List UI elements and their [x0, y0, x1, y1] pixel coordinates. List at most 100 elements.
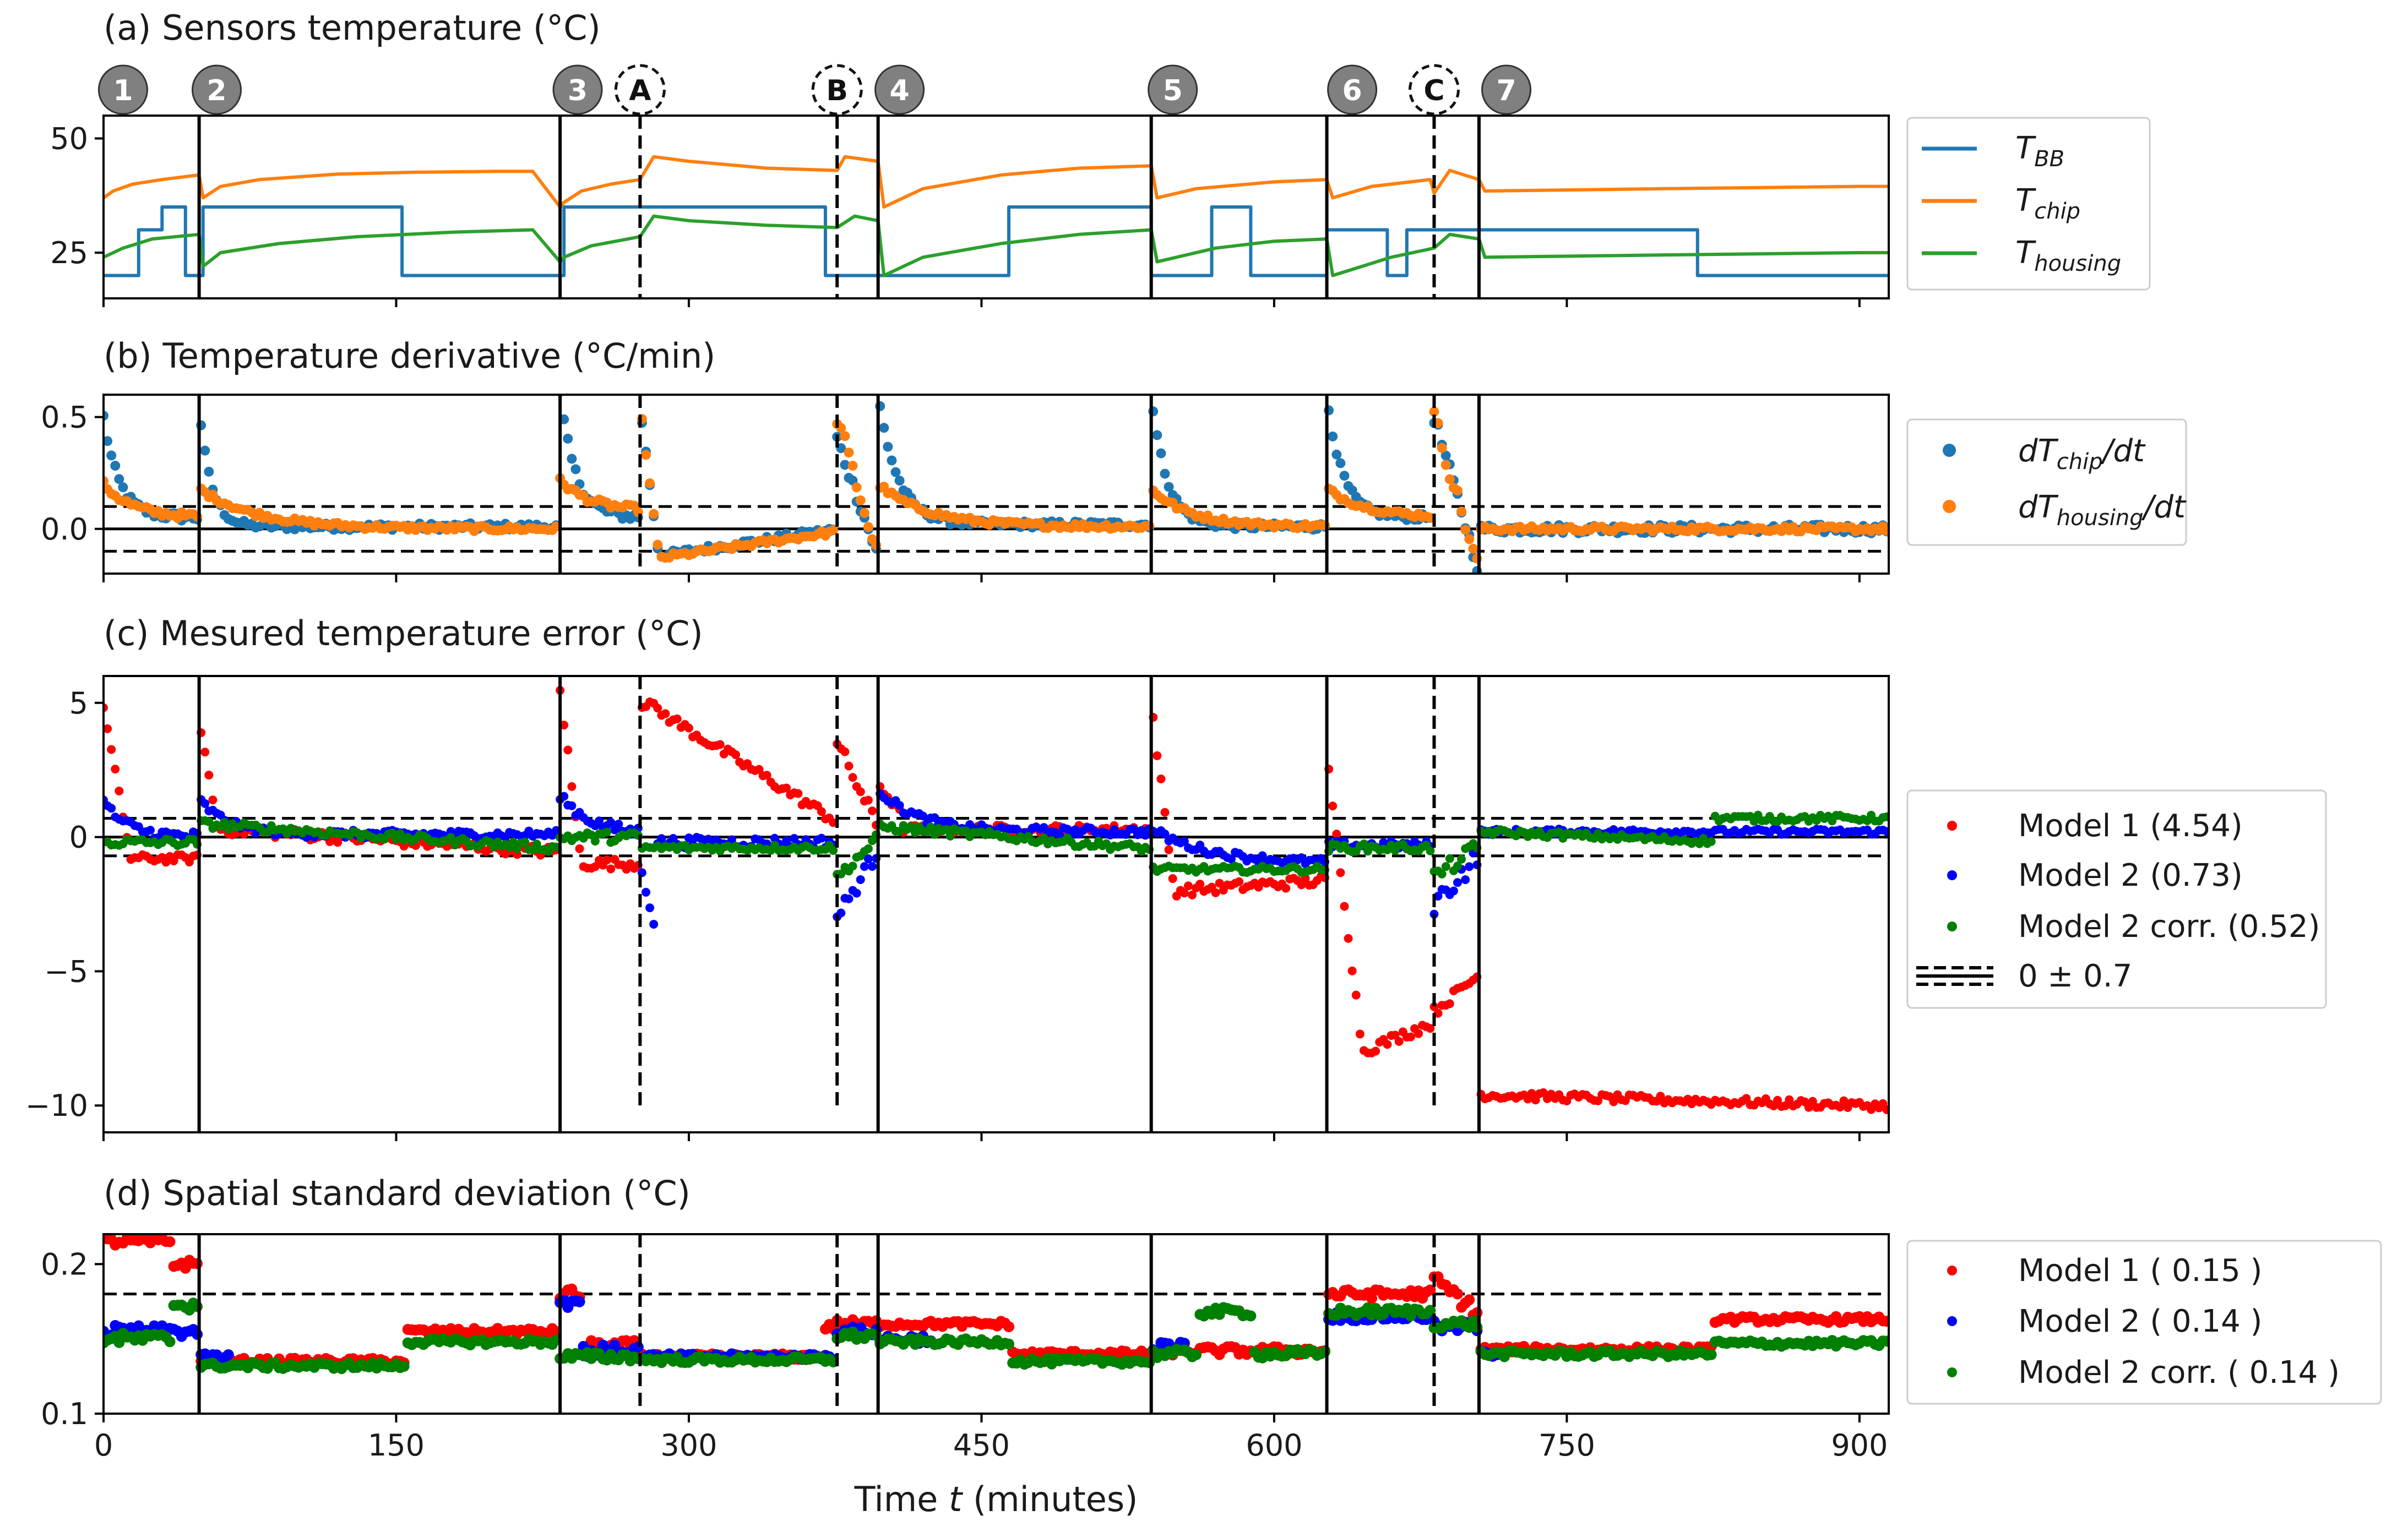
data-point — [1457, 854, 1466, 864]
panel-d-title: (d) Spatial standard deviation (°C) — [104, 1173, 691, 1213]
legend-d-box — [1906, 1240, 2382, 1405]
data-point — [1453, 878, 1462, 887]
data-point — [1055, 831, 1064, 840]
data-point — [1328, 802, 1338, 811]
panel-b: (b) Temperature derivative (°C/min) 0.00… — [41, 336, 2187, 582]
ytick-label: 5 — [69, 686, 88, 721]
data-point — [563, 745, 573, 755]
data-point — [1464, 1294, 1475, 1306]
data-point — [1153, 751, 1162, 760]
legend-c-model2-label: Model 2 (0.73) — [2018, 858, 2243, 893]
data-point — [856, 787, 865, 797]
data-point — [1609, 1097, 1618, 1106]
legend-b-housing-swatch — [1943, 500, 1956, 513]
data-point — [1437, 869, 1447, 879]
data-point — [200, 799, 210, 808]
data-point — [208, 795, 218, 805]
legend-a-box — [1906, 117, 2151, 291]
data-point — [575, 844, 584, 853]
data-point — [200, 445, 210, 456]
legend-b-housing-post: /dt — [2141, 489, 2187, 525]
data-point — [1390, 1031, 1400, 1040]
data-point — [632, 1341, 644, 1353]
data-point — [918, 811, 928, 821]
phase-marker-circle — [192, 64, 242, 115]
data-point — [1835, 1103, 1845, 1112]
data-point — [113, 1337, 125, 1348]
data-point — [1406, 1032, 1415, 1042]
legend-a-tbb-label: TBB — [2015, 130, 2064, 172]
data-point — [945, 831, 955, 841]
legend-b: dTchip/dt dThousing/dt — [1906, 418, 2187, 546]
data-point — [1355, 1029, 1365, 1039]
data-point — [602, 827, 612, 837]
data-point — [1152, 430, 1162, 440]
ytick-label: 50 — [50, 122, 88, 156]
data-point — [164, 1236, 176, 1247]
data-point — [1464, 534, 1475, 544]
ytick-label: 25 — [50, 236, 88, 270]
panel-c-marks — [104, 676, 1889, 1132]
panel-c-yticks: −10 −5 0 5 — [25, 686, 104, 1123]
data-point — [586, 830, 596, 839]
xtick-label: 600 — [1246, 1428, 1302, 1463]
data-point — [1168, 874, 1177, 884]
data-point — [657, 834, 666, 843]
data-point — [1156, 448, 1166, 459]
data-point — [727, 835, 736, 844]
data-point — [829, 846, 838, 855]
ytick-label: 0.1 — [41, 1397, 88, 1431]
panel-a-xticks — [102, 298, 1861, 307]
x-axis-label: Time t (minutes) — [854, 1479, 1138, 1519]
legend-c-box — [1906, 789, 2327, 1009]
data-point — [1366, 1293, 1378, 1304]
legend-c-model2-swatch — [1947, 870, 1957, 880]
data-point — [204, 771, 214, 780]
data-point — [1452, 1288, 1463, 1300]
phase-marker-label: 2 — [206, 74, 226, 107]
data-point — [863, 844, 873, 853]
x-axis-label-post: (minutes) — [962, 1479, 1138, 1519]
data-point — [552, 826, 561, 835]
data-point — [847, 460, 858, 471]
data-point — [754, 765, 764, 774]
data-point — [1706, 837, 1716, 846]
data-point — [1468, 543, 1478, 554]
legend-a-tchip-sub: chip — [2034, 199, 2080, 224]
data-point — [661, 709, 670, 718]
data-point — [1235, 877, 1244, 886]
series-points-d-2 — [104, 1297, 1889, 1375]
data-point — [672, 714, 682, 723]
data-point — [509, 837, 518, 847]
ytick-label: −5 — [44, 954, 88, 989]
panel-a-frame — [102, 115, 1890, 299]
panel-a-plot — [104, 116, 1889, 298]
data-point — [1429, 1002, 1439, 1011]
data-point — [883, 441, 893, 452]
data-point — [1742, 1094, 1751, 1103]
data-point — [1656, 1092, 1665, 1101]
data-point — [1328, 431, 1338, 441]
series-points-c-0 — [104, 686, 1889, 1114]
data-point — [398, 1360, 410, 1372]
event-marker-circle — [1408, 64, 1460, 116]
data-point — [645, 903, 655, 913]
data-point — [1425, 1305, 1436, 1316]
data-point — [844, 761, 854, 771]
legend-c-model2corr-label: Model 2 corr. (0.52) — [2018, 909, 2320, 945]
data-point — [649, 919, 659, 929]
legend-a-tbb-sub: BB — [2034, 146, 2064, 172]
data-point — [836, 869, 846, 879]
ytick-label: 0.5 — [41, 400, 88, 435]
legend-d-model1-swatch — [1947, 1266, 1957, 1275]
phase-marker-circle — [97, 64, 148, 115]
data-point — [1531, 1095, 1540, 1105]
data-point — [520, 837, 530, 847]
legend-d-model1-label: Model 1 ( 0.15 ) — [2018, 1253, 2262, 1289]
data-point — [104, 436, 113, 446]
event-marker-circle — [811, 64, 863, 116]
data-point — [848, 773, 857, 782]
data-point — [567, 801, 577, 810]
phase-marker-label: 6 — [1342, 74, 1362, 107]
panel-b-marks — [104, 395, 1889, 574]
